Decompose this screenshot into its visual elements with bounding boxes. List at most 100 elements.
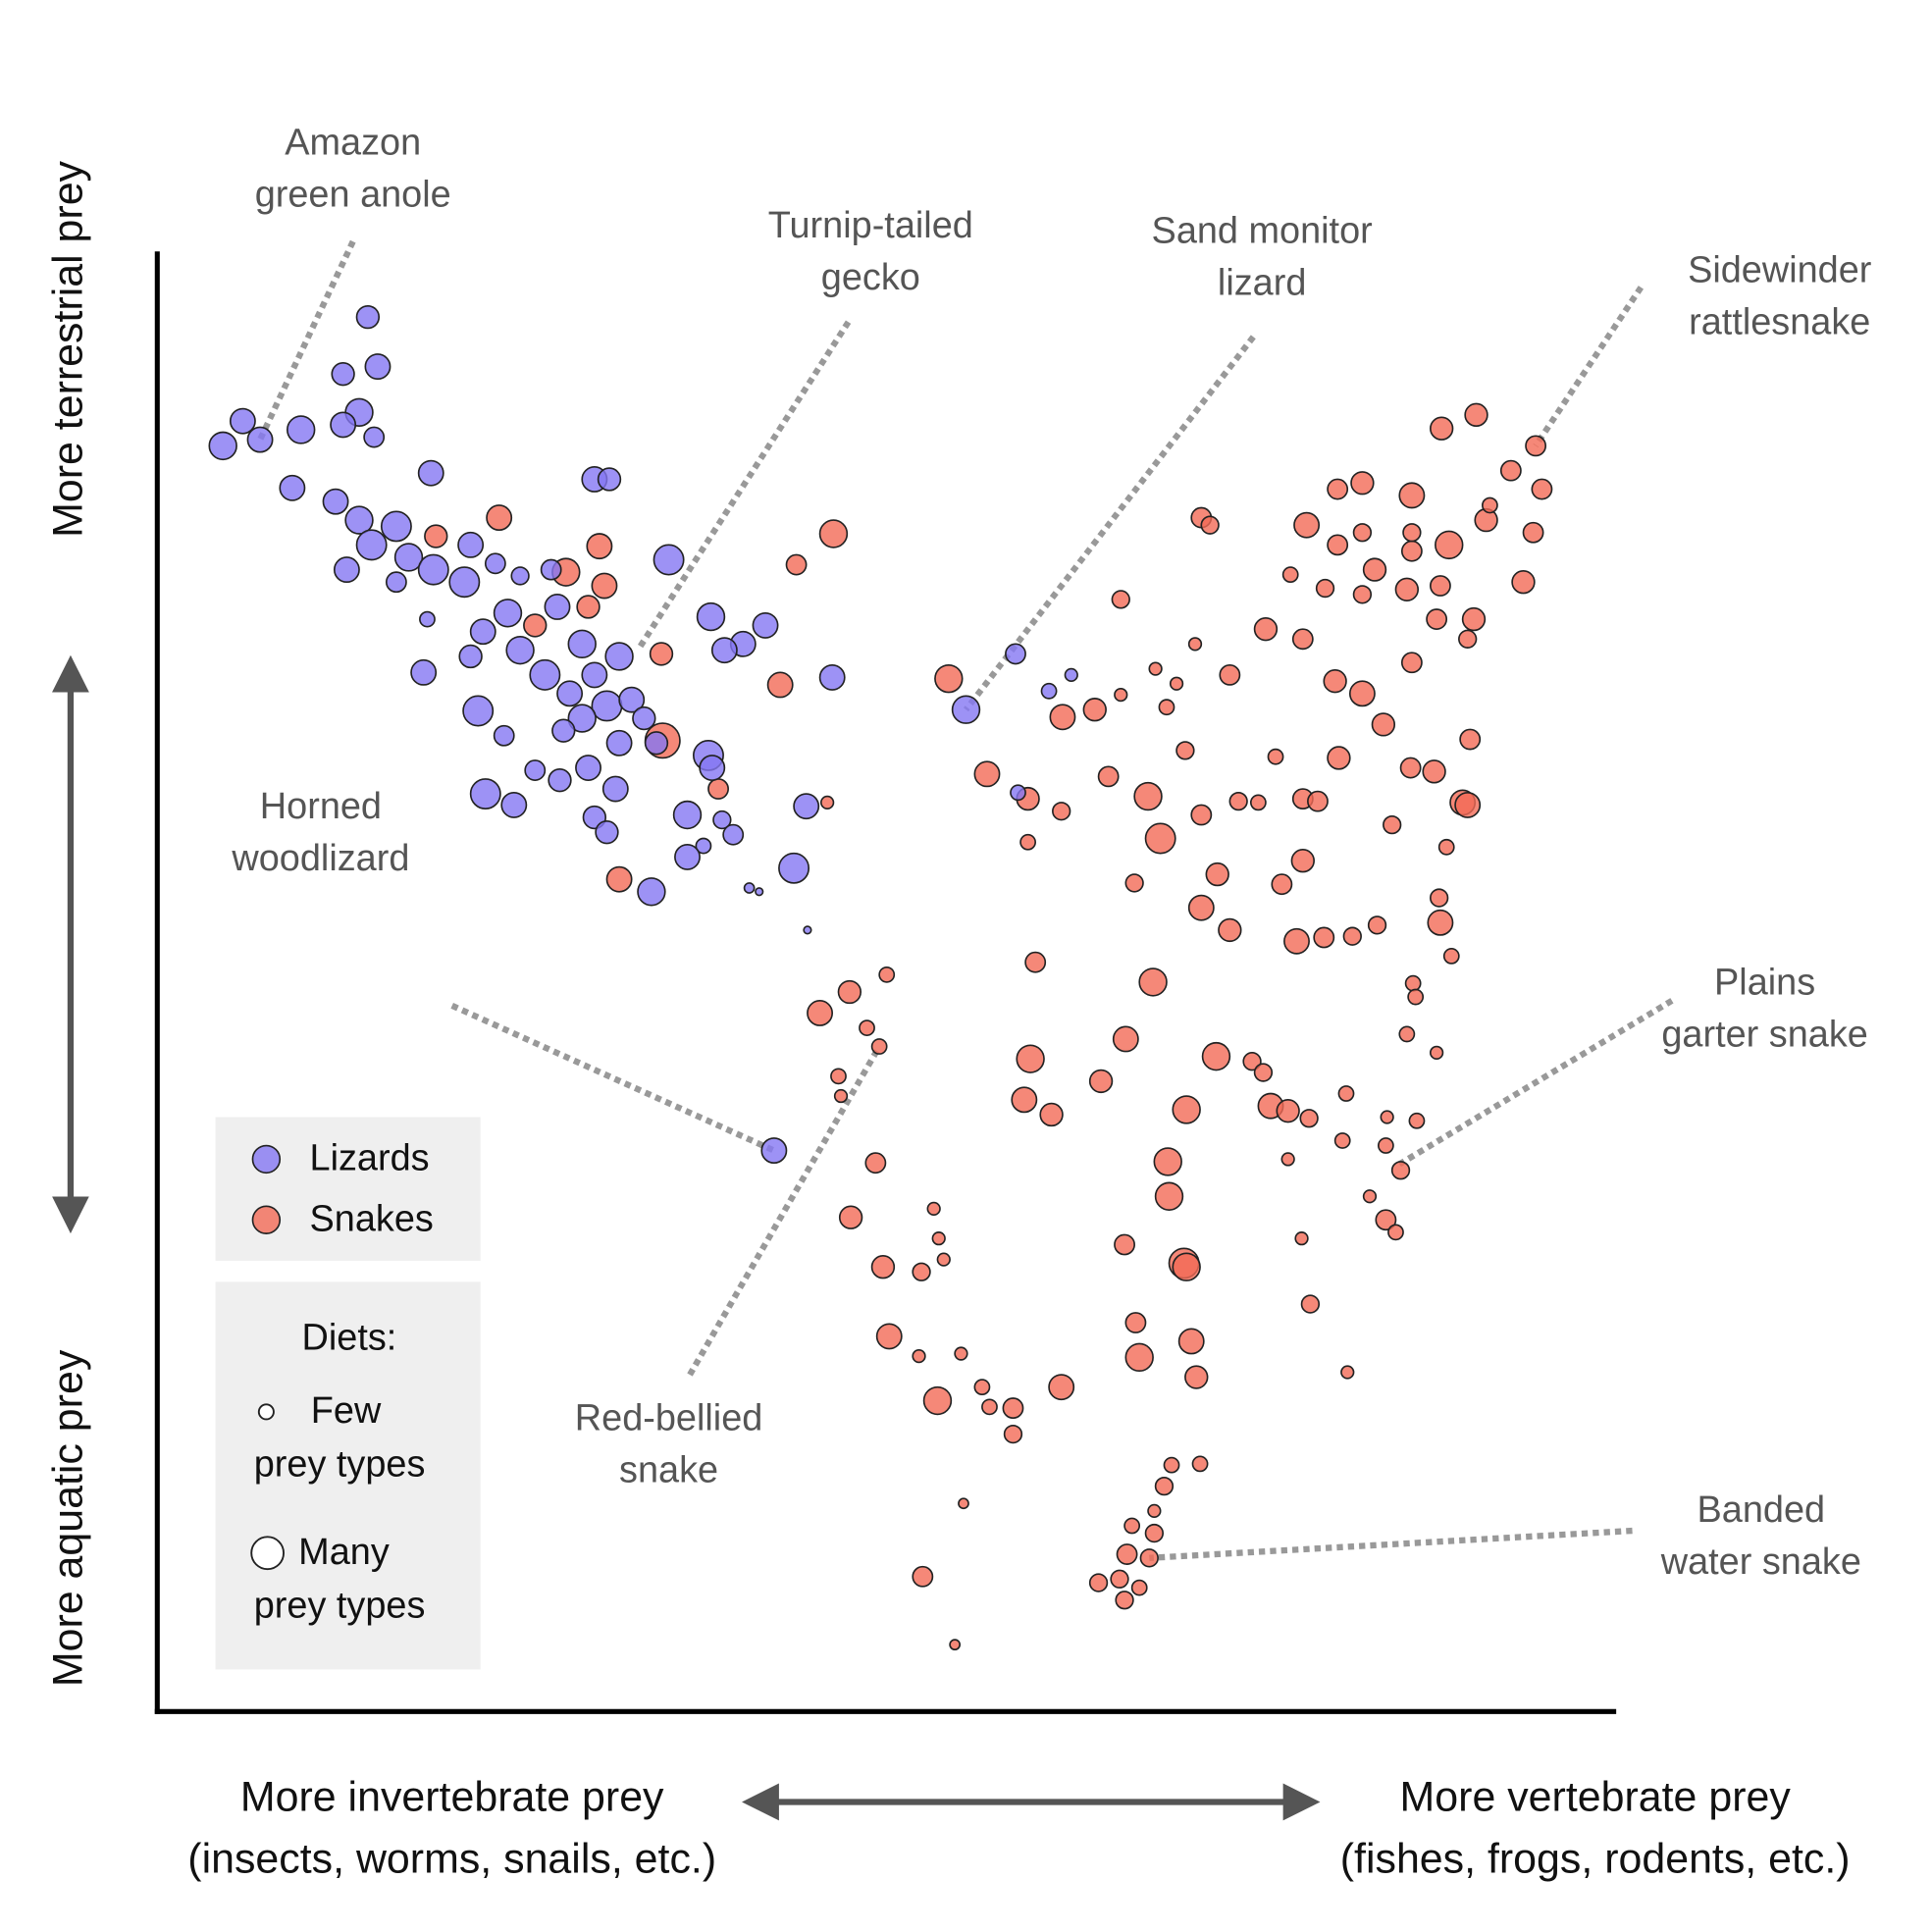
size-legend-box (215, 1281, 481, 1670)
annotation-leader (1149, 1527, 1633, 1561)
data-point (1352, 523, 1373, 543)
data-point (1327, 534, 1349, 556)
y-label-top: More terrestrial prey (44, 160, 91, 537)
data-point (1187, 637, 1203, 652)
size-legend-label: Few (311, 1390, 382, 1432)
annotation-label: Banded (1697, 1489, 1826, 1531)
data-point (1110, 1569, 1129, 1589)
data-point (1158, 699, 1175, 716)
data-point (1133, 781, 1163, 811)
data-point (973, 760, 1001, 788)
data-point (695, 837, 712, 855)
annotation-label: Sand monitor (1152, 210, 1373, 251)
data-point (591, 690, 623, 722)
data-point (699, 755, 726, 781)
data-point (870, 1038, 888, 1055)
data-point (567, 629, 597, 659)
data-point (637, 877, 666, 907)
data-point (1177, 1328, 1205, 1355)
legend-box (215, 1117, 481, 1261)
data-point (1205, 862, 1229, 887)
data-point (1097, 765, 1120, 788)
data-point (1340, 1365, 1355, 1380)
data-point (1154, 1181, 1184, 1211)
data-point (1429, 1045, 1444, 1060)
data-point (1111, 590, 1130, 609)
data-point (1402, 523, 1422, 543)
data-point (1290, 849, 1315, 873)
data-point (344, 505, 374, 535)
data-point (1175, 741, 1195, 760)
annotation-label: Plains (1714, 962, 1815, 1003)
data-point (1114, 687, 1128, 703)
size-legend-title: Diets: (302, 1318, 397, 1359)
data-point (1427, 909, 1454, 936)
data-point (1138, 967, 1168, 997)
data-point (1300, 1294, 1321, 1314)
x-label-left: (insects, worms, snails, etc.) (187, 1835, 716, 1882)
data-point (385, 571, 407, 594)
data-point (484, 552, 506, 575)
data-point (597, 467, 622, 492)
data-point (1154, 1476, 1175, 1496)
data-point (448, 566, 481, 599)
data-point (644, 731, 669, 756)
data-point (524, 759, 547, 781)
data-point (1371, 712, 1396, 737)
data-point (958, 1497, 969, 1510)
data-point (1348, 680, 1376, 707)
data-point (807, 1000, 834, 1026)
data-point (1399, 757, 1422, 779)
data-point (1437, 838, 1455, 856)
data-point (743, 882, 756, 894)
data-point (696, 601, 726, 632)
annotation-label: Horned (260, 786, 382, 827)
data-point (1408, 1112, 1426, 1129)
data-point (605, 865, 633, 893)
data-point (1511, 570, 1536, 595)
data-point (486, 504, 513, 532)
annotation-leader (450, 1003, 776, 1154)
data-point (457, 531, 485, 558)
data-point (1082, 698, 1107, 722)
data-point (1024, 951, 1047, 973)
data-point (1253, 1063, 1274, 1082)
data-point (424, 524, 448, 548)
data-point (1459, 728, 1482, 751)
data-point (1525, 435, 1547, 457)
data-point (818, 519, 849, 548)
data-point (1253, 617, 1279, 642)
data-point (859, 1019, 875, 1037)
data-point (551, 718, 576, 743)
annotation-label: snake (619, 1450, 718, 1491)
data-point (1327, 746, 1351, 770)
data-point (601, 775, 629, 803)
data-point (1482, 496, 1498, 514)
data-point (830, 1068, 847, 1085)
data-point (595, 820, 619, 845)
data-point (1429, 888, 1449, 908)
data-point (1011, 1086, 1038, 1114)
data-point (417, 553, 449, 586)
data-point (954, 1346, 968, 1361)
data-point (793, 793, 820, 820)
data-point (936, 1252, 951, 1267)
data-point (1283, 927, 1310, 955)
data-point (838, 1205, 863, 1229)
x-label-left: More invertebrate prey (240, 1773, 664, 1820)
y-label-bottom: More aquatic prey (44, 1349, 91, 1687)
data-point (1522, 521, 1544, 544)
data-point (469, 618, 496, 646)
data-point (1123, 1517, 1141, 1535)
data-point (355, 529, 388, 561)
data-point (710, 637, 738, 664)
data-point (1124, 873, 1144, 893)
data-point (544, 594, 571, 620)
data-point (1350, 471, 1375, 496)
data-point (1010, 784, 1026, 802)
data-point (870, 1255, 896, 1279)
data-point (1003, 1424, 1023, 1444)
data-point (1327, 478, 1349, 500)
data-point (458, 644, 483, 669)
data-point (1375, 1209, 1397, 1231)
